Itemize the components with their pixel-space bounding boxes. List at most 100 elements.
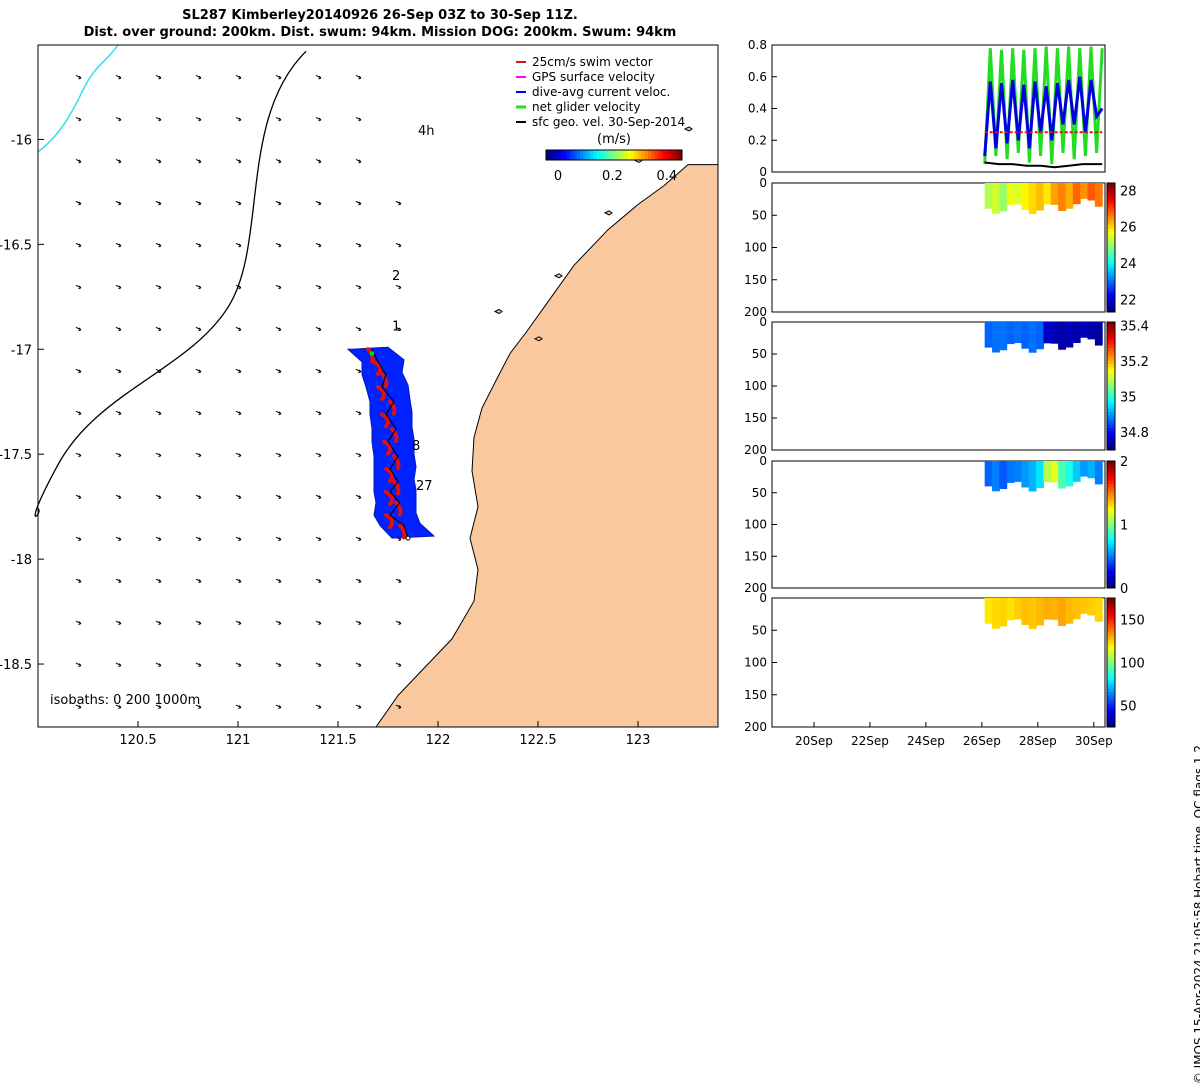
oxygen-colorbar-cell bbox=[1107, 701, 1115, 705]
current-arrow bbox=[315, 536, 322, 542]
chla-colorbar-cell bbox=[1107, 470, 1115, 475]
colorbar-cell bbox=[590, 150, 595, 160]
oxygen-cell bbox=[1028, 598, 1037, 629]
current-arrow bbox=[155, 368, 162, 374]
current-arrow bbox=[235, 536, 242, 542]
temperature-colorbar-tick-label: 24 bbox=[1120, 257, 1137, 272]
oxygen-cell bbox=[1014, 598, 1022, 620]
colorbar-cell bbox=[580, 150, 584, 160]
current-arrow bbox=[235, 662, 242, 668]
oxygen-cell bbox=[984, 598, 993, 624]
current-arrow bbox=[235, 578, 242, 584]
temperature-cell bbox=[1065, 183, 1074, 209]
salinity-cell bbox=[1006, 322, 1015, 345]
oxygen-cell bbox=[1058, 598, 1066, 626]
oxygen-colorbar-cell bbox=[1107, 627, 1115, 631]
salinity-colorbar-cell bbox=[1107, 437, 1115, 441]
temperature-colorbar-cell bbox=[1107, 231, 1115, 236]
colorbar-cell bbox=[620, 150, 625, 160]
oxygen-colorbar-cell bbox=[1107, 633, 1115, 638]
current-arrow bbox=[395, 326, 402, 332]
oxygen-colorbar-cell bbox=[1107, 607, 1115, 612]
current-arrow bbox=[315, 242, 322, 248]
current-arrow bbox=[275, 158, 282, 164]
chla-colorbar-cell bbox=[1107, 543, 1115, 548]
oxygen-cell bbox=[1036, 598, 1044, 626]
temperature-colorbar-cell bbox=[1107, 270, 1115, 274]
current-arrow bbox=[155, 704, 162, 709]
temperature-cell bbox=[1014, 183, 1022, 205]
oxygen-colorbar-cell bbox=[1107, 630, 1115, 634]
salinity-colorbar-cell bbox=[1107, 357, 1115, 361]
chla-colorbar-cell bbox=[1107, 546, 1115, 551]
salinity-colorbar-cell bbox=[1107, 341, 1115, 345]
temperature-colorbar-cell bbox=[1107, 237, 1115, 242]
temperature-y-tick-label: 0 bbox=[759, 176, 767, 190]
glider-track-map: 4h 2 1 8 27 120.5 121 121.5 122 122.5 123 -16 -16.5 -… bbox=[0, 44, 719, 748]
current-arrow bbox=[315, 578, 322, 584]
current-arrow bbox=[355, 494, 362, 500]
temperature-colorbar-cell bbox=[1107, 302, 1115, 307]
salinity-colorbar-cell bbox=[1107, 370, 1115, 374]
oxygen-colorbar-cell bbox=[1107, 672, 1115, 676]
colorbar-tick-label: 0.2 bbox=[602, 169, 623, 184]
current-arrow bbox=[155, 158, 162, 164]
oxygen-colorbar-cell bbox=[1107, 604, 1115, 609]
chla-colorbar-cell bbox=[1107, 461, 1115, 465]
chla-cell bbox=[999, 461, 1008, 490]
temperature-colorbar-tick-label: 22 bbox=[1120, 293, 1137, 308]
current-arrow bbox=[195, 578, 202, 584]
current-arrow bbox=[195, 326, 202, 332]
oxygen-cell bbox=[1072, 598, 1081, 620]
current-arrow bbox=[395, 704, 402, 709]
oxygen-colorbar-cell bbox=[1107, 720, 1115, 725]
current-arrow bbox=[355, 242, 362, 248]
oxygen-colorbar-tick-label: 150 bbox=[1120, 614, 1145, 629]
temperature-colorbar-cell bbox=[1107, 247, 1115, 252]
salinity-colorbar-cell bbox=[1107, 328, 1115, 333]
current-arrow bbox=[395, 662, 402, 668]
temperature-colorbar-cell bbox=[1107, 221, 1115, 226]
salinity-cell bbox=[1043, 322, 1052, 344]
current-arrow bbox=[275, 326, 282, 332]
temperature-cell bbox=[1094, 183, 1103, 207]
glider-track-line bbox=[371, 349, 409, 539]
isobath-0m bbox=[37, 44, 119, 153]
chla-colorbar-cell bbox=[1107, 562, 1115, 567]
oxygen-colorbar-frame bbox=[1106, 597, 1116, 728]
chla-cell bbox=[1006, 461, 1015, 483]
colorbar-cell bbox=[631, 150, 635, 160]
colorbar-cell bbox=[641, 150, 646, 160]
current-arrow bbox=[315, 410, 322, 416]
colorbar-cell bbox=[651, 150, 656, 160]
current-arrow bbox=[155, 284, 162, 290]
x-tick-label: 28Sep bbox=[1019, 734, 1057, 748]
temperature-colorbar-tick-label: 26 bbox=[1120, 221, 1137, 236]
day-label-3: 8 bbox=[412, 439, 420, 454]
oxygen-colorbar-cell bbox=[1107, 646, 1115, 651]
current-arrow bbox=[155, 494, 162, 500]
chla-y-tick-label: 0 bbox=[759, 454, 767, 468]
oxygen-colorbar-cell bbox=[1107, 694, 1115, 699]
chla-colorbar-cell bbox=[1107, 575, 1115, 579]
oxygen-colorbar-cell bbox=[1107, 697, 1115, 702]
temperature-cell bbox=[1006, 183, 1015, 206]
oxygen-colorbar-cell bbox=[1107, 636, 1115, 641]
salinity-cell bbox=[1072, 322, 1081, 344]
temperature-colorbar-cell bbox=[1107, 218, 1115, 223]
oxygen-colorbar-cell bbox=[1107, 639, 1115, 644]
colorbar-cell bbox=[563, 150, 567, 160]
salinity-colorbar-cell bbox=[1107, 389, 1115, 393]
salinity-y-tick-label: 0 bbox=[759, 315, 767, 329]
colorbar-cell bbox=[637, 150, 642, 160]
temperature-colorbar-cell bbox=[1107, 282, 1115, 287]
oxygen-colorbar-cell bbox=[1107, 610, 1115, 615]
current-arrow bbox=[115, 578, 122, 584]
legend-label-3: net glider velocity bbox=[532, 100, 640, 114]
chla-y-tick-label: 150 bbox=[744, 549, 767, 563]
chla-colorbar-cell bbox=[1107, 467, 1115, 472]
day-label-1: 2 bbox=[392, 269, 400, 284]
current-arrow bbox=[75, 75, 82, 80]
x-tick-label: 123 bbox=[626, 733, 651, 748]
